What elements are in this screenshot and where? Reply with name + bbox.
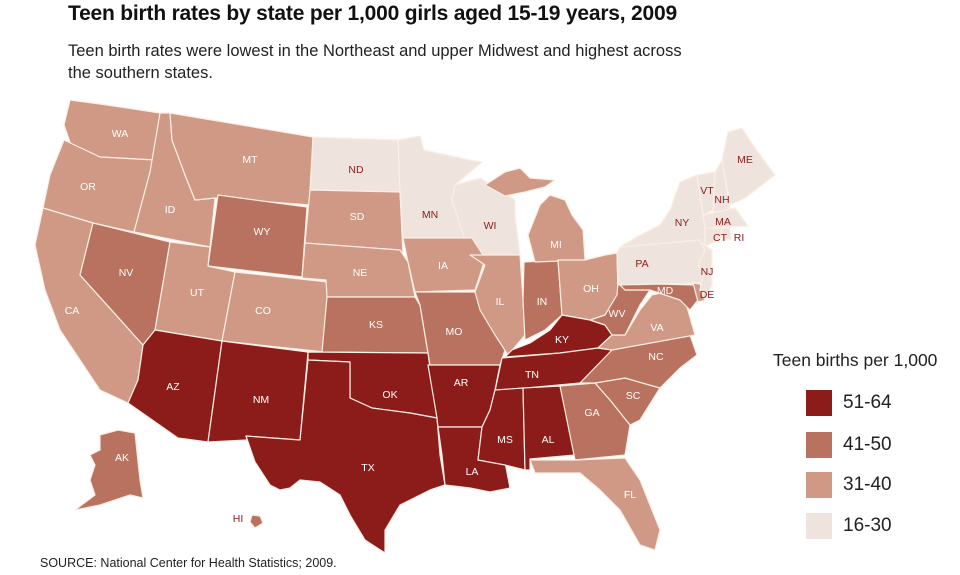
state-mi <box>484 167 556 197</box>
state-label-mo: MO <box>446 326 463 338</box>
legend-swatch <box>806 513 832 539</box>
state-label-fl: FL <box>624 489 636 501</box>
state-label-nv: NV <box>119 267 134 279</box>
state-label-az: AZ <box>166 381 180 393</box>
state-label-nm: NM <box>253 394 269 406</box>
state-label-sc: SC <box>626 390 641 402</box>
state-label-ca: CA <box>65 305 80 317</box>
state-label-me: ME <box>737 154 753 166</box>
state-il <box>469 254 526 356</box>
state-ma <box>702 207 749 229</box>
state-label-vt: VT <box>700 185 714 197</box>
state-label-mi: MI <box>550 239 562 251</box>
state-label-nd: ND <box>348 164 364 176</box>
state-ct <box>704 227 723 247</box>
legend-label: 41-50 <box>843 434 892 455</box>
state-label-de: DE <box>700 289 715 301</box>
state-label-nh: NH <box>714 194 729 206</box>
legend-swatch <box>806 432 832 458</box>
state-label-wv: WV <box>609 308 626 320</box>
state-label-hi: HI <box>233 513 244 525</box>
state-ny <box>619 174 706 248</box>
state-label-ri: RI <box>734 232 745 244</box>
state-label-tn: TN <box>525 369 539 381</box>
legend-swatch <box>806 472 832 498</box>
state-label-oh: OH <box>583 283 599 295</box>
state-label-tx: TX <box>361 462 374 474</box>
map-title: Teen birth rates by state per 1,000 girl… <box>68 2 677 25</box>
state-label-il: IL <box>496 296 505 308</box>
state-label-mn: MN <box>422 209 438 221</box>
state-label-ak: AK <box>115 452 129 464</box>
state-label-al: AL <box>542 434 555 446</box>
state-label-sd: SD <box>350 211 365 223</box>
state-tx <box>245 359 446 554</box>
state-label-ny: NY <box>675 217 690 229</box>
state-co <box>221 271 329 353</box>
state-label-ct: CT <box>713 232 728 244</box>
state-label-ok: OK <box>382 389 397 401</box>
legend-item: 31-40 <box>806 472 892 498</box>
state-label-or: OR <box>80 181 96 193</box>
state-label-ne: NE <box>353 267 368 279</box>
state-ri <box>721 227 732 242</box>
state-pa <box>616 239 706 286</box>
state-label-co: CO <box>255 305 271 317</box>
legend-label: 51-64 <box>843 392 892 413</box>
state-label-md: MD <box>657 285 674 297</box>
legend-item: 51-64 <box>806 390 892 416</box>
state-label-ga: GA <box>584 407 599 419</box>
map-subtitle: Teen birth rates were lowest in the Nort… <box>68 42 682 82</box>
state-label-ma: MA <box>715 216 731 228</box>
state-label-nj: NJ <box>701 266 714 278</box>
state-fl <box>529 457 661 551</box>
state-label-wy: WY <box>254 226 271 238</box>
state-label-ia: IA <box>438 260 448 272</box>
legend-label: 16-30 <box>843 515 892 536</box>
state-label-ar: AR <box>454 377 469 389</box>
legend-label: 31-40 <box>843 474 892 495</box>
state-ak <box>74 429 144 511</box>
state-mi <box>527 194 586 263</box>
state-nj <box>697 241 713 301</box>
state-label-wa: WA <box>112 128 129 140</box>
legend-title: Teen births per 1,000 <box>773 350 938 370</box>
state-label-ks: KS <box>369 319 383 331</box>
legend-swatch <box>806 390 832 416</box>
legend: Teen births per 1,000 51-64 41-50 31-40 … <box>773 350 938 539</box>
state-me <box>721 127 776 206</box>
legend-item: 41-50 <box>806 432 892 458</box>
source-note: SOURCE: National Center for Health Stati… <box>40 556 337 570</box>
state-label-nc: NC <box>648 351 664 363</box>
state-label-ms: MS <box>497 434 513 446</box>
state-label-wi: WI <box>484 220 497 232</box>
state-label-mt: MT <box>242 154 258 166</box>
state-hi <box>249 514 264 529</box>
state-label-in: IN <box>537 296 548 308</box>
state-label-ky: KY <box>555 334 569 346</box>
state-label-va: VA <box>650 322 663 334</box>
state-label-id: ID <box>165 204 176 216</box>
state-ia <box>402 237 486 293</box>
legend-item: 16-30 <box>806 513 892 539</box>
state-label-pa: PA <box>635 258 648 270</box>
state-label-ut: UT <box>190 287 205 299</box>
state-label-la: LA <box>466 466 479 478</box>
state-nm <box>207 340 309 443</box>
